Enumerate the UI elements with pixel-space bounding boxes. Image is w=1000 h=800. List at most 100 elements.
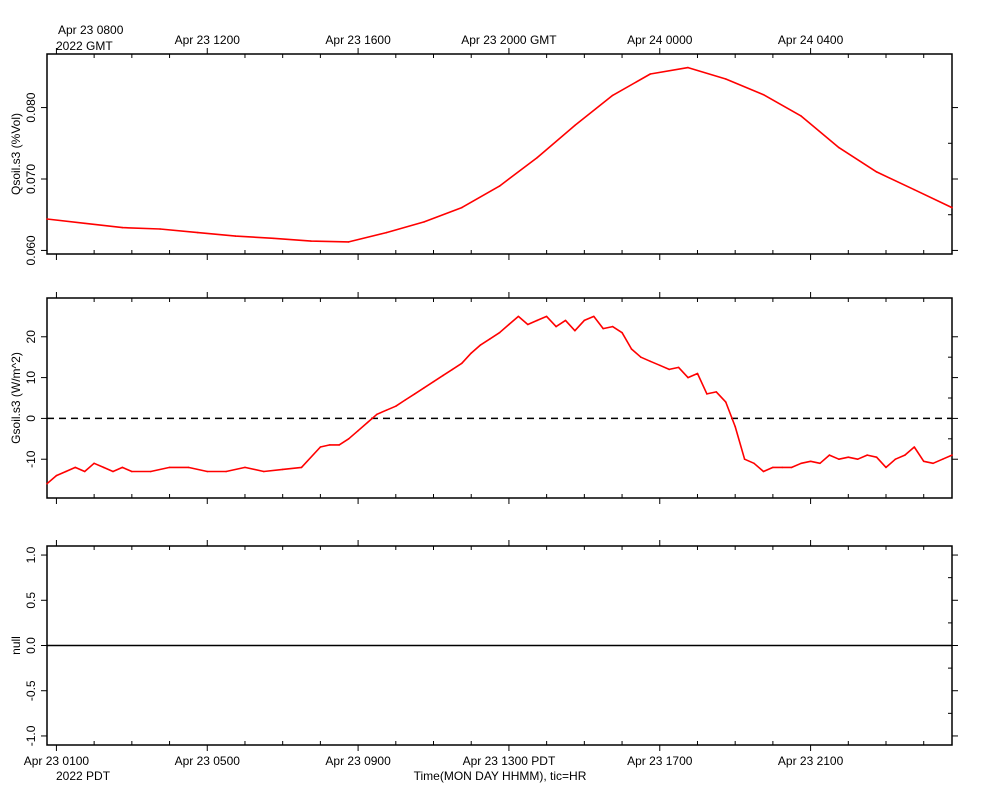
panel-frame xyxy=(46,53,953,255)
data-point xyxy=(102,466,105,469)
data-point xyxy=(376,413,378,416)
bottom-axis-tick-label: Apr 23 0900 xyxy=(325,754,391,768)
data-point xyxy=(479,344,482,346)
data-point xyxy=(611,94,614,97)
data-point xyxy=(800,462,802,465)
data-point xyxy=(922,460,925,463)
top-axis-tick-label: Apr 24 0000 xyxy=(627,33,693,47)
data-point xyxy=(395,405,397,408)
data-point xyxy=(357,429,359,432)
top-axis-year-label: 2022 GMT xyxy=(56,39,113,53)
data-point xyxy=(847,456,850,459)
data-point xyxy=(809,460,812,463)
data-point xyxy=(696,372,699,375)
data-point xyxy=(281,468,284,471)
data-point xyxy=(404,399,407,401)
data-point xyxy=(687,66,689,69)
data-point xyxy=(649,73,652,75)
data-point xyxy=(743,458,746,461)
data-point xyxy=(489,338,491,340)
data-point xyxy=(423,387,425,389)
data-point xyxy=(838,458,840,461)
data-point xyxy=(168,466,171,469)
data-point xyxy=(687,376,689,379)
data-point xyxy=(593,315,595,318)
data-point xyxy=(772,466,774,469)
data-point xyxy=(121,466,124,469)
data-point xyxy=(828,454,831,456)
data-point xyxy=(498,185,501,187)
data-point xyxy=(385,231,388,234)
data-point xyxy=(234,235,237,237)
data-point xyxy=(762,93,765,96)
data-point xyxy=(706,393,708,395)
data-point xyxy=(659,364,661,367)
data-point xyxy=(461,362,463,365)
data-point xyxy=(621,331,623,334)
top-axis-tick-label: Apr 23 0800 xyxy=(58,23,124,37)
data-point xyxy=(668,368,670,371)
data-point xyxy=(838,146,840,149)
data-point xyxy=(93,462,95,465)
data-point xyxy=(904,454,906,456)
data-point xyxy=(875,456,878,459)
bottom-time-axis: Apr 23 0100 Apr 23 0500 Apr 23 0900 Apr 23 … xyxy=(24,754,844,768)
top-axis-tick-label: Apr 23 1200 xyxy=(175,33,241,47)
bottom-axis-title: Time(MON DAY HHMM), tic=HR xyxy=(414,769,587,783)
y-axis-label: Qsoil.s3 (%Vol) xyxy=(9,113,23,195)
data-point xyxy=(545,315,548,318)
data-point xyxy=(206,470,209,473)
bottom-axis-year-label: 2022 PDT xyxy=(56,769,111,783)
data-point xyxy=(55,474,58,477)
data-point xyxy=(941,458,944,461)
data-point xyxy=(951,454,953,456)
data-point xyxy=(649,360,652,363)
data-point xyxy=(423,221,425,223)
top-axis-tick-label: Apr 23 2000 GMT xyxy=(461,33,557,47)
panel-3: -1.0 -0.5 0.0 0.5 1.0 null xyxy=(9,540,958,751)
data-point xyxy=(715,391,718,393)
y-tick-label: 0.0 xyxy=(24,637,38,654)
data-point xyxy=(790,466,793,469)
y-tick-label: 10 xyxy=(24,371,38,385)
data-point xyxy=(517,315,520,318)
data-point xyxy=(574,329,576,332)
y-axis-label: null xyxy=(9,636,23,655)
data-point xyxy=(451,368,454,371)
data-point xyxy=(131,470,133,473)
bottom-axis-tick-label: Apr 23 0100 xyxy=(24,754,90,768)
data-point xyxy=(112,470,114,473)
data-point xyxy=(725,78,727,80)
bottom-axis-tick-label: Apr 23 1700 xyxy=(627,754,693,768)
bottom-axis-tick-label: Apr 23 2100 xyxy=(778,754,844,768)
top-time-axis: Apr 23 0800 Apr 23 1200 Apr 23 1600 Apr 23 … xyxy=(58,23,844,47)
y-tick-label: -10 xyxy=(24,450,38,468)
data-point xyxy=(83,222,86,225)
data-point xyxy=(498,331,501,334)
y-tick-label: 0.070 xyxy=(24,164,38,194)
y-tick-label: 20 xyxy=(24,330,38,344)
y-tick-label: 0 xyxy=(24,415,38,422)
data-point xyxy=(159,228,161,230)
data-point xyxy=(65,470,67,473)
data-point xyxy=(677,366,680,369)
data-point xyxy=(470,352,473,354)
data-point xyxy=(74,466,77,469)
data-point xyxy=(913,446,916,448)
top-axis-tick-label: Apr 24 0400 xyxy=(778,33,844,47)
data-point xyxy=(583,319,586,322)
bottom-axis-tick-label: Apr 23 1300 PDT xyxy=(463,754,556,768)
bottom-axis-tick-label: Apr 23 0500 xyxy=(175,754,241,768)
y-tick-label: -1.0 xyxy=(24,725,38,746)
data-point xyxy=(894,458,897,461)
data-point xyxy=(432,380,435,383)
y-tick-label: 1.0 xyxy=(24,546,38,563)
data-point xyxy=(555,325,557,328)
data-point xyxy=(932,462,934,465)
data-point xyxy=(725,401,727,403)
data-point xyxy=(885,466,887,469)
